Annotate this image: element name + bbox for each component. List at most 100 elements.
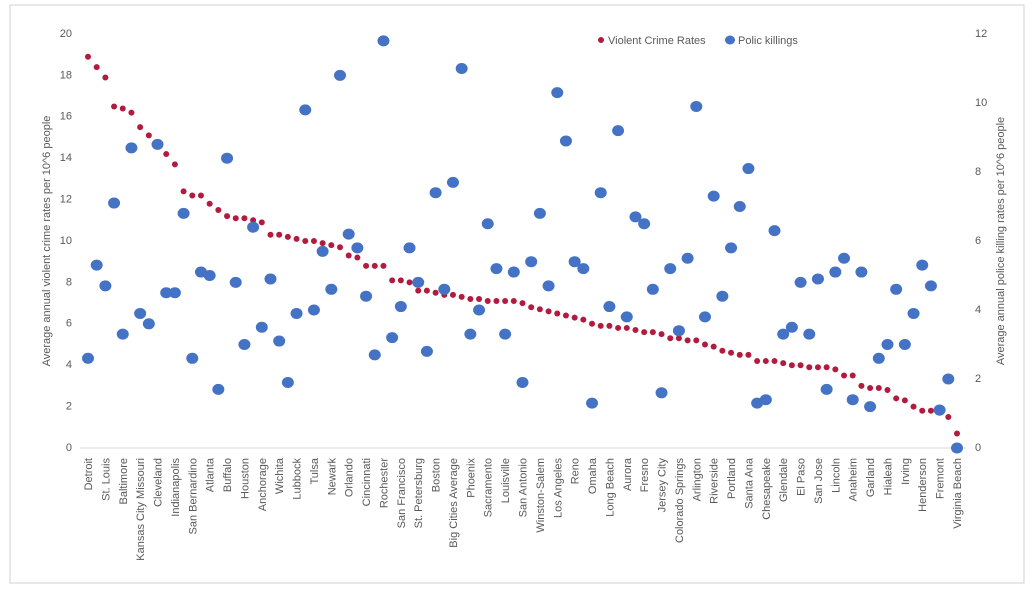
point (849, 372, 856, 379)
point (942, 373, 955, 385)
point (858, 382, 865, 389)
point (890, 283, 903, 295)
point (510, 298, 517, 305)
x-tick-label: Irving (900, 458, 912, 485)
point (855, 266, 868, 278)
x-tick-label: Boston (431, 458, 443, 492)
point (212, 383, 225, 395)
y-tick-label: 8 (66, 276, 72, 288)
point (924, 280, 937, 292)
point (771, 358, 778, 365)
x-tick-label: Portland (726, 458, 738, 499)
point (328, 242, 335, 249)
point (777, 328, 790, 340)
y-axis-title: Average annual violent crime rates per 1… (41, 116, 53, 367)
x-tick-label: Chesapeake (761, 458, 773, 520)
x-tick-label: Long Beach (604, 458, 616, 517)
point (919, 407, 926, 414)
point (111, 103, 118, 110)
point (160, 287, 173, 299)
point (507, 266, 520, 278)
point (838, 252, 851, 264)
x-tick-label: Anchorage (257, 458, 269, 511)
point (420, 345, 433, 357)
point (168, 287, 181, 299)
point (446, 176, 459, 188)
point (490, 263, 503, 275)
x-tick-label: Reno (570, 458, 582, 484)
point (342, 228, 355, 240)
point (151, 138, 164, 150)
point (788, 362, 795, 369)
point (224, 213, 231, 220)
point (255, 321, 268, 333)
point (137, 124, 144, 131)
point (99, 280, 112, 292)
point (698, 311, 711, 323)
point (189, 192, 196, 199)
point (951, 442, 963, 454)
point (693, 337, 700, 344)
point (389, 277, 396, 284)
point (846, 394, 859, 406)
point (284, 233, 291, 240)
legend-swatch (725, 35, 735, 45)
y-tick-label: 20 (60, 28, 72, 40)
point (171, 161, 178, 168)
point (473, 304, 486, 316)
point (276, 231, 283, 238)
y-tick-label: 0 (66, 442, 72, 454)
point (612, 125, 625, 137)
point (690, 100, 703, 112)
point (551, 87, 564, 99)
point (502, 298, 509, 305)
point (745, 351, 752, 358)
point (293, 235, 300, 242)
point (345, 252, 352, 259)
point (681, 252, 694, 264)
point (794, 276, 807, 288)
x-tick-label: Jersey City (657, 458, 669, 513)
point (884, 387, 891, 394)
point (945, 413, 952, 420)
point (394, 301, 407, 313)
point (916, 259, 929, 271)
x-tick-label: Santa Ana (743, 457, 755, 509)
point (806, 364, 813, 371)
point (933, 404, 946, 416)
point (716, 290, 729, 302)
point (725, 242, 738, 254)
y-tick-label: 2 (66, 401, 72, 413)
point (90, 259, 103, 271)
point (597, 322, 604, 329)
point (536, 306, 543, 313)
x-tick-label: Los Angeles (552, 458, 564, 518)
point (580, 316, 587, 323)
x-tick-label: Kansas City Missouri (135, 458, 147, 561)
y-tick-label: 6 (66, 318, 72, 330)
y2-tick-label: 6 (975, 235, 981, 247)
point (875, 384, 882, 391)
y-tick-label: 10 (60, 235, 72, 247)
y2-tick-label: 2 (975, 373, 981, 385)
legend-swatch (598, 37, 604, 43)
point (125, 142, 138, 154)
point (476, 295, 483, 302)
point (528, 304, 535, 311)
point (467, 295, 474, 302)
point (177, 207, 190, 219)
point (736, 351, 743, 358)
point (438, 283, 451, 295)
point (102, 74, 109, 81)
point (397, 277, 404, 284)
point (768, 225, 781, 237)
point (927, 407, 934, 414)
point (568, 256, 581, 268)
x-tick-label: Lubbock (292, 458, 304, 500)
x-tick-label: Anaheim (848, 458, 860, 501)
x-tick-label: Winston-Salem (535, 458, 547, 533)
point (638, 218, 651, 230)
x-tick-label: Baltimore (118, 458, 130, 504)
point (910, 403, 917, 410)
